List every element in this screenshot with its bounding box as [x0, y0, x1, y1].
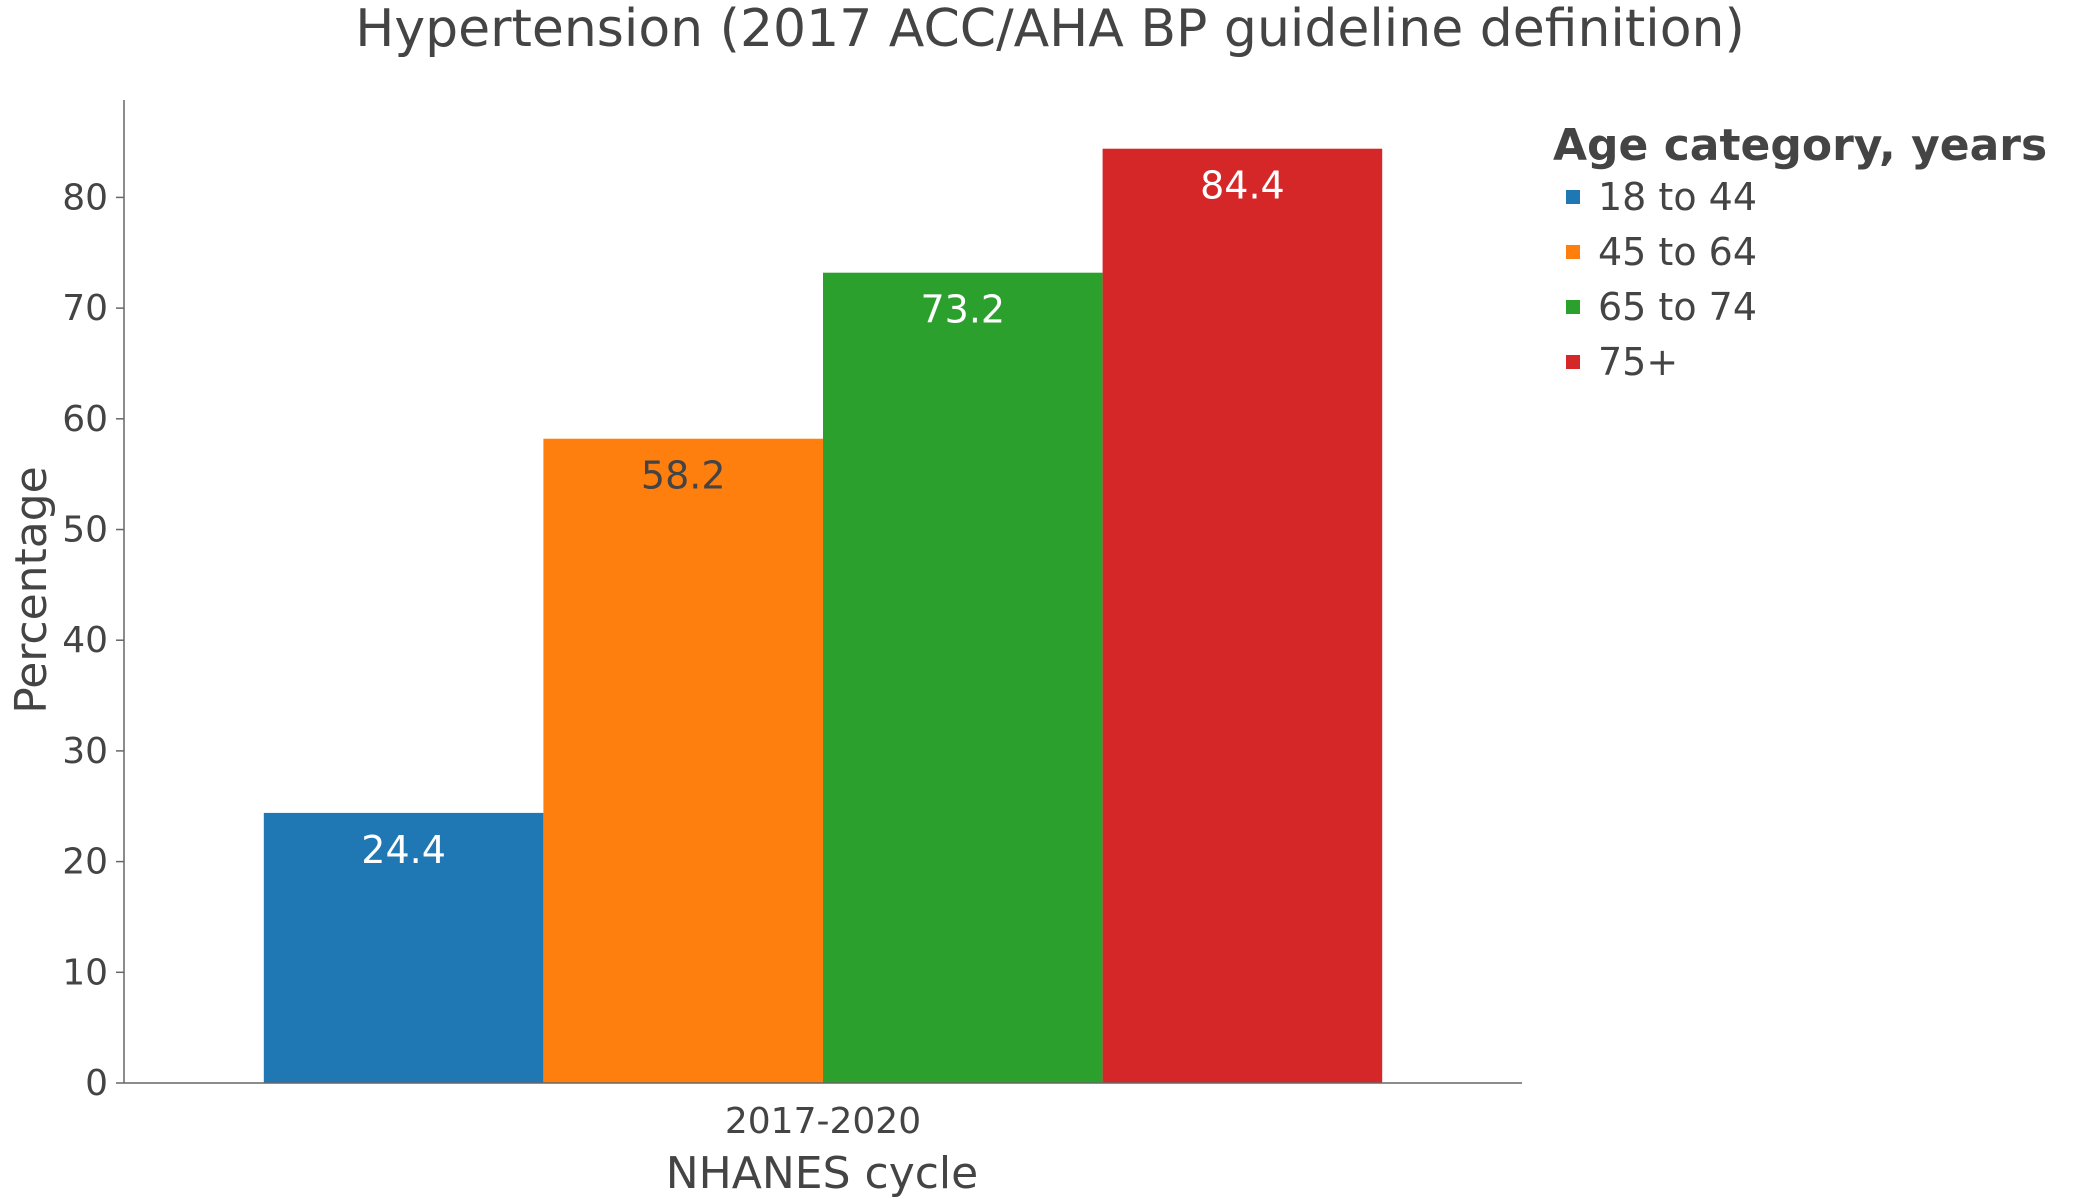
bars-group [263, 148, 1383, 1084]
legend-title: Age category, years [1553, 120, 2047, 171]
legend-swatch [1566, 190, 1580, 204]
legend-swatch [1566, 355, 1580, 369]
x-tick-label: 2017-2020 [725, 1101, 921, 1142]
y-axis-ticks: 0 10 20 30 40 50 60 70 80 [62, 177, 124, 1104]
bar-45-to-64 [543, 438, 823, 1084]
legend: Age category, years 18 to 44 45 to 64 65 t… [1553, 120, 2047, 384]
legend-label: 18 to 44 [1598, 175, 1757, 219]
x-axis-title: NHANES cycle [666, 1148, 978, 1199]
y-tick-label: 0 [85, 1063, 108, 1104]
legend-label: 75+ [1598, 340, 1678, 384]
y-tick-label: 80 [62, 177, 108, 218]
x-axis-ticks: 2017-2020 [725, 1101, 921, 1142]
y-axis-title: Percentage [6, 466, 57, 714]
legend-swatch [1566, 300, 1580, 314]
bar-labels-group: 24.4 58.2 73.2 84.4 [361, 164, 1284, 872]
bar-value-label: 58.2 [641, 454, 726, 498]
y-tick-label: 50 [62, 510, 108, 551]
bar-18-to-44 [263, 812, 544, 1083]
bar-75- [1102, 148, 1383, 1083]
legend-label: 65 to 74 [1598, 285, 1757, 329]
bar-value-label: 84.4 [1200, 164, 1285, 208]
chart-title: Hypertension (2017 ACC/AHA BP guideline … [355, 0, 1745, 59]
legend-items: 18 to 44 45 to 64 65 to 74 75+ [1566, 175, 1757, 384]
bar-value-label: 73.2 [920, 288, 1005, 332]
y-tick-label: 30 [62, 731, 108, 772]
plot-area: 24.4 58.2 73.2 84.4 0 10 20 30 40 50 60 70 80 2017-… [62, 100, 1522, 1142]
legend-label: 45 to 64 [1598, 230, 1757, 274]
y-tick-label: 10 [62, 952, 108, 993]
legend-swatch [1566, 245, 1580, 259]
y-tick-label: 60 [62, 399, 108, 440]
y-tick-label: 20 [62, 842, 108, 883]
bar-value-label: 24.4 [361, 828, 446, 872]
y-tick-label: 40 [62, 620, 108, 661]
y-tick-label: 70 [62, 288, 108, 329]
bar-65-to-74 [823, 272, 1103, 1083]
